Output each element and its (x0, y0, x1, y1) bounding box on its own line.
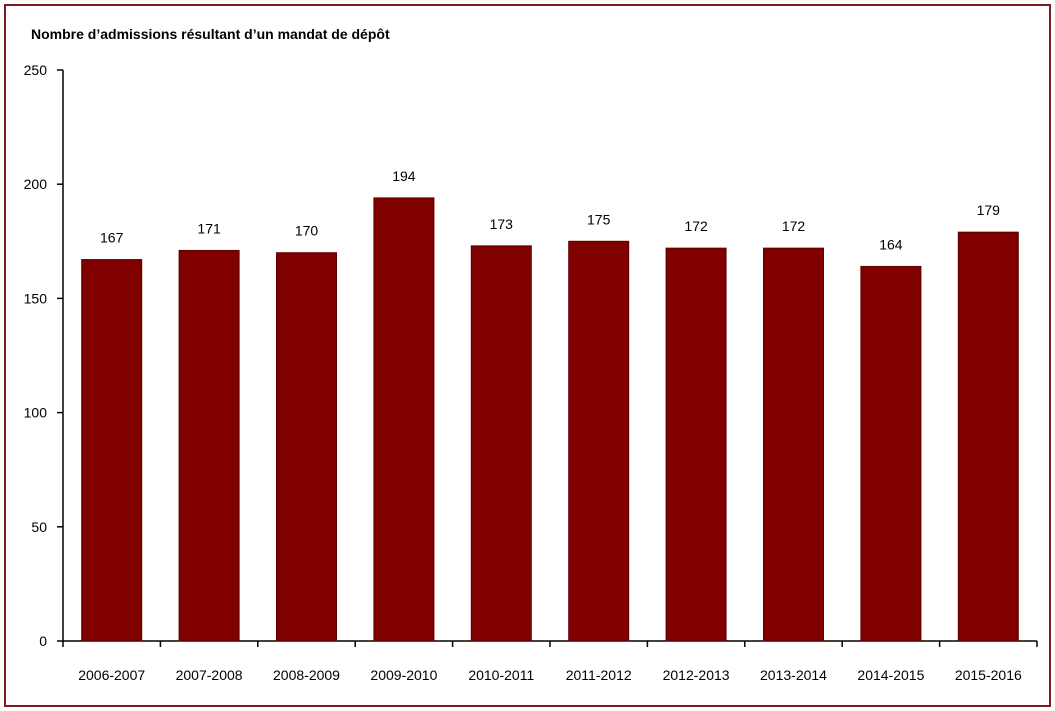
bar (665, 247, 727, 642)
bar (568, 240, 630, 642)
x-tick-label: 2010-2011 (468, 667, 534, 683)
data-label: 179 (977, 202, 1001, 218)
x-tick-label: 2014-2015 (857, 667, 924, 683)
y-axis: 0 50 100 150 200 250 (24, 62, 64, 649)
bar (763, 247, 824, 642)
data-label: 175 (587, 211, 611, 227)
y-tick-label: 50 (31, 519, 47, 535)
bars (81, 197, 1019, 642)
x-axis: 2006-2007 2007-2008 2008-2009 2009-2010 2010… (62, 640, 1038, 683)
data-label: 170 (295, 223, 319, 239)
data-label: 172 (782, 218, 806, 234)
x-tick-label: 2013-2014 (760, 667, 827, 683)
x-tick-label: 2015-2016 (955, 667, 1022, 683)
x-tick-label: 2012-2013 (663, 667, 730, 683)
data-label: 167 (100, 230, 124, 246)
bar (178, 249, 240, 642)
y-tick-label: 200 (24, 176, 48, 192)
x-tick-label: 2009-2010 (370, 667, 437, 683)
data-label: 194 (392, 168, 416, 184)
data-label: 173 (490, 216, 514, 232)
data-label: 172 (684, 218, 708, 234)
y-tick-label: 0 (39, 633, 47, 649)
x-tick-label: 2007-2008 (176, 667, 243, 683)
x-tick-label: 2008-2009 (273, 667, 340, 683)
y-tick-label: 100 (24, 405, 48, 421)
data-label: 171 (197, 220, 221, 236)
chart-title: Nombre d’admissions résultant d’un manda… (31, 26, 390, 42)
x-tick-label: 2006-2007 (78, 667, 145, 683)
x-tick-label: 2011-2012 (566, 667, 632, 683)
data-label: 164 (879, 236, 903, 252)
bar (373, 197, 435, 642)
data-labels: 167 171 170 194 173 175 172 172 164 179 (100, 168, 1000, 253)
chart-frame (4, 4, 1051, 707)
y-tick-label: 150 (24, 290, 48, 306)
bar (470, 245, 532, 642)
bar (957, 231, 1019, 642)
bar (81, 259, 143, 642)
bar (276, 252, 337, 642)
bar (860, 265, 922, 642)
y-tick-label: 250 (24, 62, 48, 78)
